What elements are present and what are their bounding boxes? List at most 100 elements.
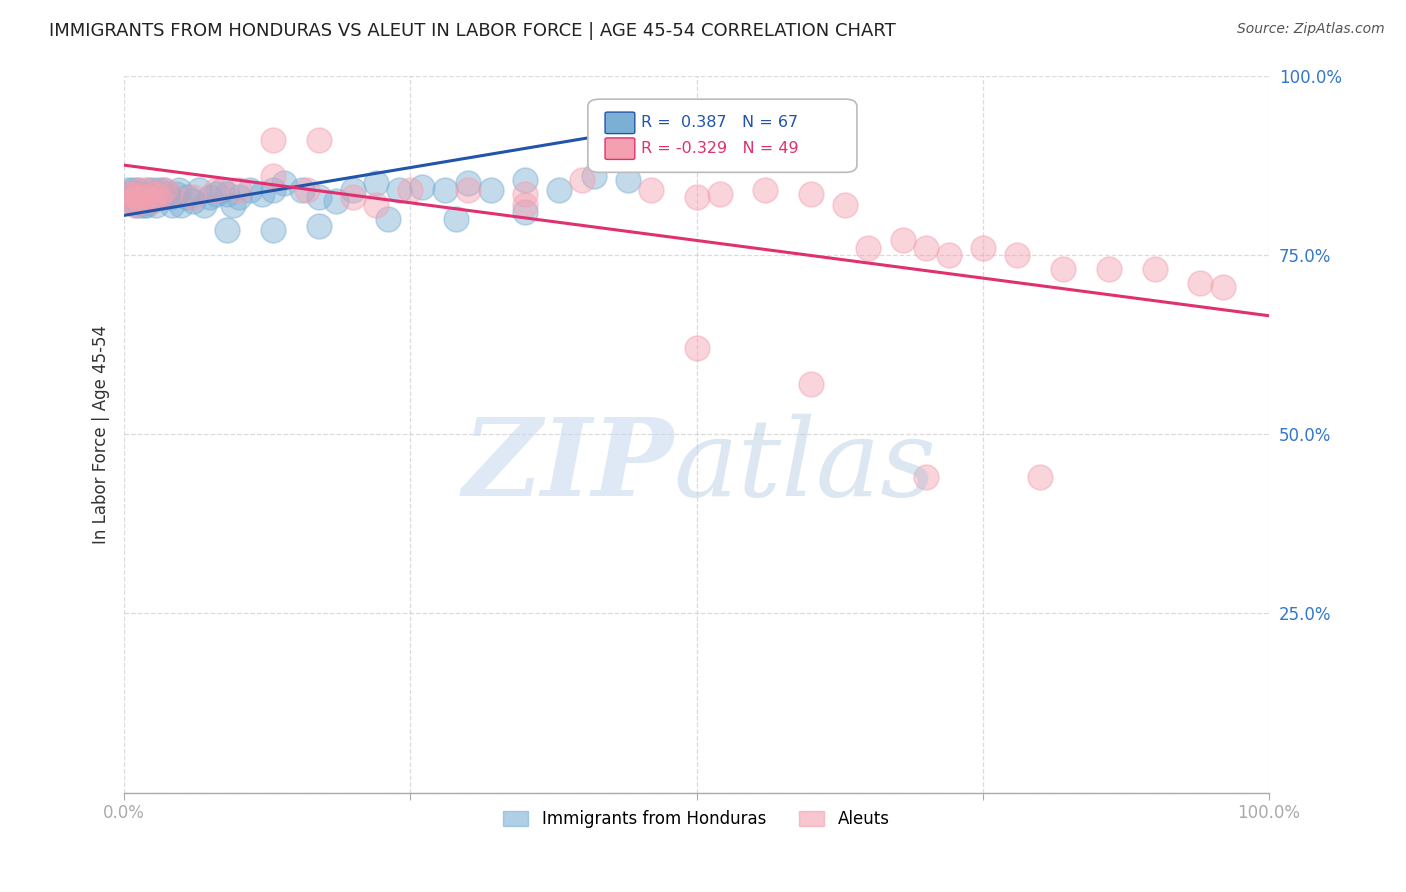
Point [165,186,187,201]
Point [239,183,262,197]
Point [124,186,146,201]
Point [938,248,960,262]
Point [444,211,467,226]
Point [159,190,181,204]
Point [153,183,176,197]
Point [1212,280,1234,294]
Point [176,190,198,204]
Point [117,183,139,197]
Point [211,183,233,197]
Text: IMMIGRANTS FROM HONDURAS VS ALEUT IN LABOR FORCE | AGE 45-54 CORRELATION CHART: IMMIGRANTS FROM HONDURAS VS ALEUT IN LAB… [49,22,896,40]
Point [217,223,239,237]
Point [162,197,184,211]
FancyBboxPatch shape [588,99,856,172]
Point [170,197,193,211]
Point [914,241,936,255]
Point [297,183,319,197]
Point [129,186,152,201]
Point [571,172,593,186]
Point [1005,248,1028,262]
Point [457,176,479,190]
Point [117,186,139,201]
Point [399,183,422,197]
Point [273,176,295,190]
Text: ZIP: ZIP [463,413,673,519]
Point [411,179,433,194]
Point [914,470,936,484]
Point [388,183,411,197]
Point [193,197,215,211]
Point [262,183,284,197]
Point [118,186,141,201]
Point [834,197,856,211]
Point [128,183,150,197]
Point [262,133,284,147]
Point [131,194,153,208]
Point [513,172,536,186]
Point [513,197,536,211]
Point [143,186,166,201]
Point [132,197,155,211]
Point [308,190,330,204]
Point [136,183,159,197]
Point [136,183,159,197]
Point [198,190,221,204]
Point [800,376,823,391]
Point [159,186,181,201]
Point [121,186,143,201]
Point [118,194,141,208]
Point [142,183,165,197]
Point [148,190,170,204]
Point [457,183,479,197]
Point [143,186,166,201]
Point [640,183,662,197]
Point [858,241,880,255]
Point [228,190,250,204]
Point [149,190,172,204]
Text: R =  0.387   N = 67: R = 0.387 N = 67 [641,115,797,130]
Point [134,186,156,201]
Point [377,211,399,226]
Point [250,186,273,201]
Y-axis label: In Labor Force | Age 45-54: In Labor Force | Age 45-54 [93,325,110,543]
Point [228,183,250,197]
Point [325,194,347,208]
Point [342,190,364,204]
Point [617,172,640,186]
Point [124,197,146,211]
FancyBboxPatch shape [605,112,636,134]
Point [124,197,146,211]
Point [124,190,146,204]
Point [342,183,364,197]
Point [291,183,314,197]
Point [685,190,707,204]
Point [134,190,156,204]
Point [217,186,239,201]
Text: Source: ZipAtlas.com: Source: ZipAtlas.com [1237,22,1385,37]
Point [141,194,163,208]
Point [364,176,387,190]
Point [364,197,387,211]
Point [181,194,204,208]
Point [131,194,153,208]
Point [181,190,204,204]
Point [1052,262,1074,277]
Point [121,194,143,208]
Point [125,190,148,204]
Point [204,186,226,201]
Point [139,194,162,208]
Point [145,197,167,211]
Point [754,183,776,197]
Point [891,234,914,248]
Point [131,190,153,204]
Legend: Immigrants from Honduras, Aleuts: Immigrants from Honduras, Aleuts [496,803,897,835]
Point [135,197,157,211]
Point [204,183,226,197]
Text: atlas: atlas [673,414,936,519]
Point [222,197,245,211]
Point [1189,277,1212,291]
FancyBboxPatch shape [605,138,636,160]
Point [433,183,456,197]
Point [128,197,150,211]
Point [685,341,707,355]
